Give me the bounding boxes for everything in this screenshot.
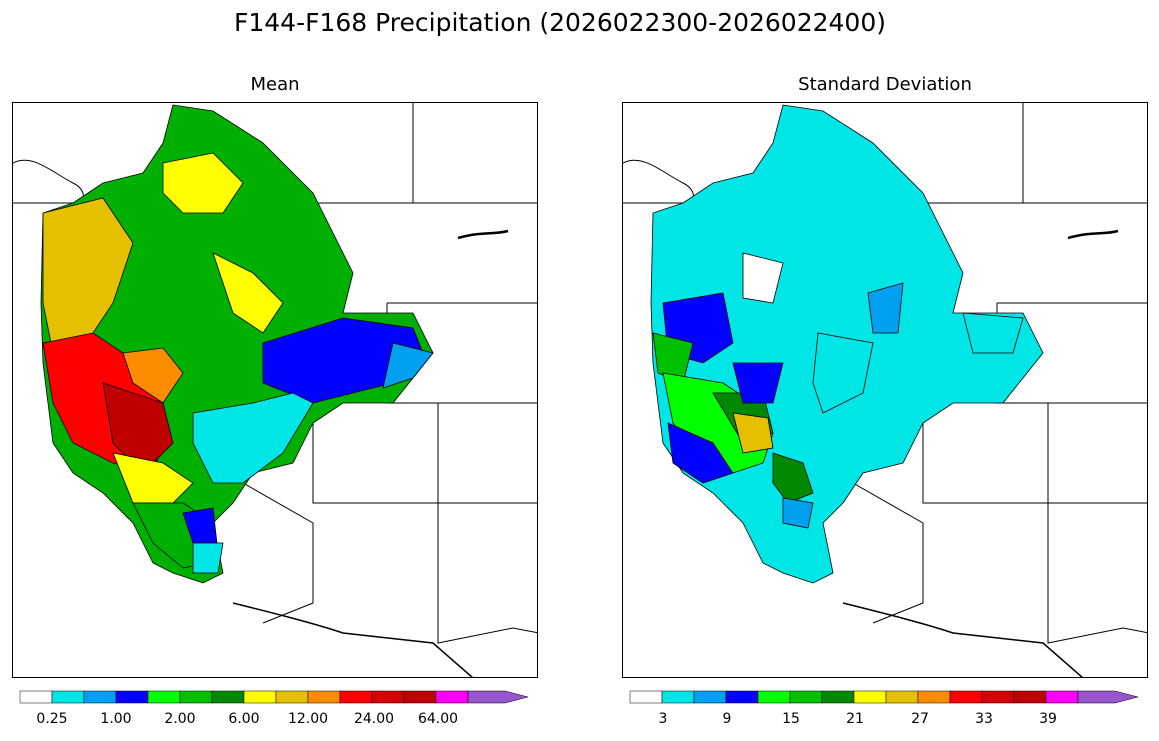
mean-cbar-swatch-2 — [83, 690, 117, 704]
stddev-cbar-swatch-8 — [885, 690, 919, 704]
stddev-cbar-swatch-5 — [789, 690, 823, 704]
mean-cbar-swatch-14 — [467, 690, 529, 704]
mean-cbar-swatch-1 — [51, 690, 85, 704]
stddev-colorbar-svg — [629, 690, 1139, 704]
stddev-cbar-swatch-7 — [853, 690, 887, 704]
stddev-cbar-swatch-10 — [949, 690, 983, 704]
figure-title: F144-F168 Precipitation (2026022300-2026… — [233, 8, 886, 37]
mean-cbar-swatch-6 — [211, 690, 245, 704]
panel-title-stddev: Standard Deviation — [798, 74, 972, 95]
panel-title-mean: Mean — [250, 74, 300, 95]
mean-map-canvas — [13, 103, 537, 677]
mean-cbar-swatch-4 — [147, 690, 181, 704]
stddev-cbar-tick-2: 15 — [782, 711, 800, 727]
mean-colorbar-svg — [19, 690, 529, 704]
stddev-cbar-tick-4: 27 — [911, 711, 929, 727]
stddev-cbar-swatch-2 — [693, 690, 727, 704]
stddev-cbar-swatch-14 — [1077, 690, 1139, 704]
mean-cbar-tick-1: 1.00 — [100, 711, 132, 727]
stddev-cbar-swatch-6 — [821, 690, 855, 704]
mean-cbar-swatch-12 — [403, 690, 437, 704]
mean-cbar-swatch-5 — [179, 690, 213, 704]
stddev-cbar-tick-0: 3 — [658, 711, 668, 727]
mean-cbar-tick-5: 24.00 — [353, 711, 395, 727]
stddev-map — [622, 102, 1148, 678]
stddev-cbar-tick-1: 9 — [722, 711, 732, 727]
mean-cbar-tick-6: 64.00 — [417, 711, 459, 727]
stddev-cbar-swatch-4 — [757, 690, 791, 704]
stddev-cbar-swatch-11 — [981, 690, 1015, 704]
stddev-cbar-swatch-1 — [661, 690, 695, 704]
mean-cbar-tick-3: 6.00 — [228, 711, 260, 727]
mean-cbar-swatch-8 — [275, 690, 309, 704]
mean-map — [12, 102, 538, 678]
stddev-cbar-swatch-0 — [629, 690, 663, 704]
mean-cbar-swatch-11 — [371, 690, 405, 704]
stddev-cbar-tick-6: 39 — [1039, 711, 1057, 727]
stddev-colorbar — [629, 690, 1140, 704]
stddev-cbar-swatch-9 — [917, 690, 951, 704]
mean-cbar-swatch-10 — [339, 690, 373, 704]
mean-cbar-swatch-13 — [435, 690, 469, 704]
mean-cbar-tick-0: 0.25 — [36, 711, 68, 727]
stddev-cbar-swatch-13 — [1045, 690, 1079, 704]
mean-colorbar — [19, 690, 530, 704]
mean-cbar-tick-4: 12.00 — [287, 711, 329, 727]
stddev-cbar-swatch-3 — [725, 690, 759, 704]
stddev-cbar-swatch-12 — [1013, 690, 1047, 704]
mean-cbar-swatch-7 — [243, 690, 277, 704]
mean-cbar-swatch-9 — [307, 690, 341, 704]
mean-cbar-swatch-0 — [19, 690, 53, 704]
stddev-cbar-tick-3: 21 — [846, 711, 864, 727]
stddev-map-canvas — [623, 103, 1147, 677]
mean-cbar-tick-2: 2.00 — [164, 711, 196, 727]
stddev-cbar-tick-5: 33 — [975, 711, 993, 727]
mean-cbar-swatch-3 — [115, 690, 149, 704]
